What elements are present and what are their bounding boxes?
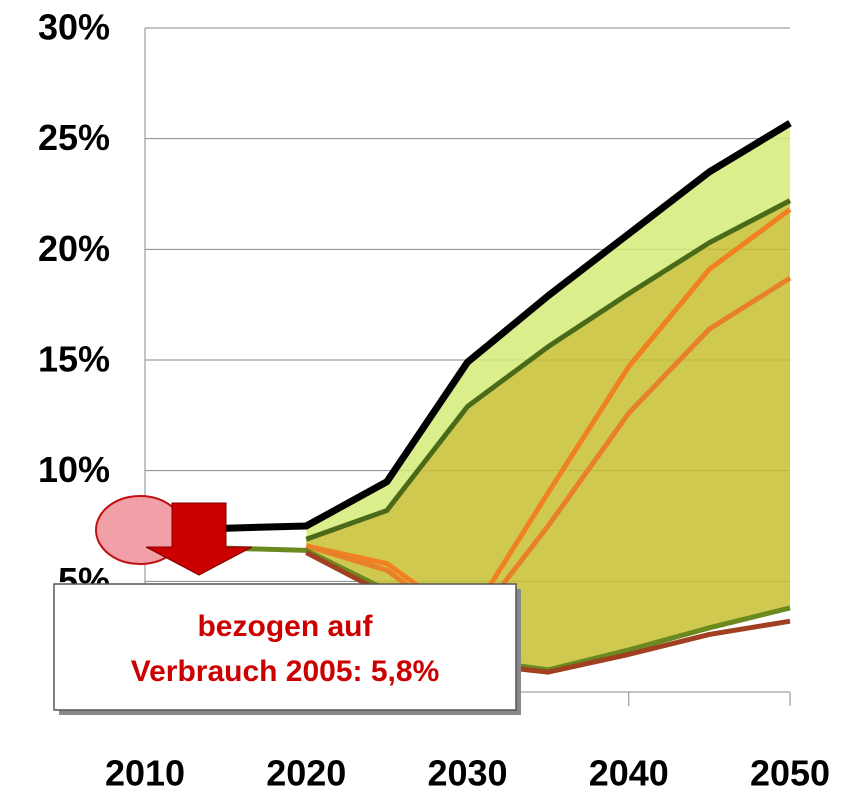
decoration [95,495,253,576]
y-tick-label: 10% [38,449,110,490]
annotation-line: bezogen auf [197,610,373,643]
series-line [305,198,792,542]
box [53,583,517,711]
arrow [145,502,253,576]
band-fill [306,123,790,540]
annotation-box: bezogen auf Verbrauch 2005: 5,8% [53,583,521,715]
x-tick-label: 2040 [589,753,669,792]
x-tick-label: 2010 [105,753,185,792]
y-tick-label: 20% [38,228,110,269]
y-tick-label: 25% [38,117,110,158]
series-line [144,120,792,534]
series-line [305,275,792,633]
y-tick-label: 30% [38,7,110,48]
x-tick-label: 2030 [427,753,507,792]
series-line [305,207,792,624]
x-tick-label: 2020 [266,753,346,792]
annotation-line: Verbrauch 2005: 5,8% [131,655,440,688]
y-tick-label: 15% [38,339,110,380]
x-tick-label: 2050 [750,753,830,792]
